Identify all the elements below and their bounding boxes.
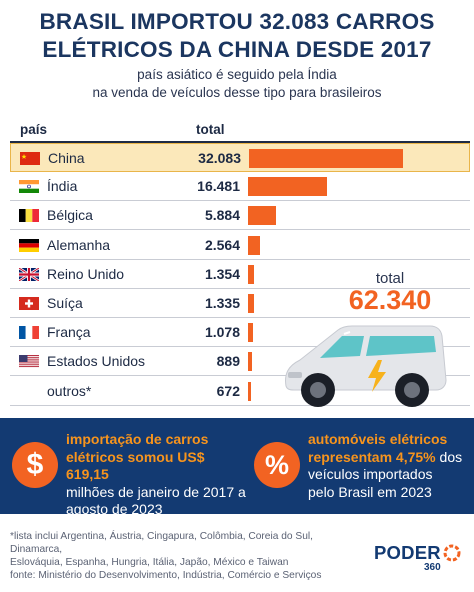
bar <box>248 381 252 401</box>
flag-ch-icon <box>19 297 39 310</box>
header-divider <box>10 141 470 143</box>
category-label: outros* <box>47 382 92 399</box>
total-value: 62.340 <box>348 285 432 315</box>
category-label: Bélgica <box>47 207 93 224</box>
category-label: Índia <box>47 178 78 195</box>
chart-row: Estados Unidos 889 <box>10 347 470 377</box>
footnote-line-1: *lista inclui Argentina, Áustria, Cingap… <box>10 531 313 555</box>
poder360-logo: PODER 360 <box>374 542 464 576</box>
footnote-line-2: Eslováquia, Espanha, Hungria, Itália, Ja… <box>10 557 289 568</box>
flag-fr-icon <box>19 326 39 340</box>
info-right-line-2-rest: dos <box>435 448 463 465</box>
bar <box>248 264 255 284</box>
bar <box>248 323 254 343</box>
title-line-1: BRASIL IMPORTOU 32.083 CARROS <box>39 9 435 34</box>
info-right-line-1: automóveis elétricos <box>308 431 448 447</box>
category-label: França <box>47 324 91 341</box>
info-left-line-4: agosto de 2023 <box>66 501 163 517</box>
total-label: total <box>375 270 405 287</box>
chart-row: outros* 672 <box>10 377 470 406</box>
value-label: 1.335 <box>204 295 240 311</box>
dollar-icon: $ <box>12 442 58 488</box>
logo-sub: 360 <box>424 562 441 573</box>
logo-name: PODER <box>374 542 441 563</box>
chart-row: Suíça 1.335 <box>10 289 470 318</box>
electric-car-icon <box>285 325 447 407</box>
info-right-line-4: pelo Brasil em 2023 <box>308 483 432 500</box>
chart-row: Índia 16.481 <box>10 172 470 202</box>
info-right-line-2: representam 4,75% dos <box>308 449 468 467</box>
info-left-line-3: milhões de janeiro de 2017 a <box>66 483 246 500</box>
value-label: 1.354 <box>204 265 240 282</box>
flag-cn-icon <box>20 152 40 165</box>
source-note: fonte: Ministério do Desenvolvimento, In… <box>10 570 322 581</box>
value-label: 16.481 <box>197 178 240 195</box>
info-left-line-1: importação de carros <box>66 431 209 447</box>
chart-row: França 1.078 <box>10 318 470 348</box>
value-label: 32.083 <box>198 150 241 166</box>
info-share: automóveis elétricos representam 4,75% d… <box>308 431 468 501</box>
column-header-total: total <box>196 122 225 137</box>
subtitle-line-2: na venda de veículos desse tipo para bra… <box>92 85 382 100</box>
value-label: 889 <box>216 353 240 370</box>
chart-row: China 32.083 <box>10 143 470 172</box>
flag-in-icon <box>19 180 39 194</box>
chart-row: Bélgica 5.884 <box>10 201 470 231</box>
flag-gb-icon <box>19 267 39 281</box>
value-label: 5.884 <box>204 207 240 224</box>
footnote: *lista inclui Argentina, Áustria, Cingap… <box>10 530 350 582</box>
flag-us-icon <box>19 355 39 369</box>
chart-row: Reino Unido 1.354 <box>10 260 470 289</box>
bar <box>248 352 253 372</box>
category-label: Suíça <box>47 295 83 311</box>
bar <box>249 149 403 168</box>
category-label: China <box>48 150 85 166</box>
category-label: Reino Unido <box>47 265 125 282</box>
title-line-2: ELÉTRICOS DA CHINA DESDE 2017 <box>42 37 432 62</box>
chart-row: Alemanha 2.564 <box>10 231 470 260</box>
logo-ring-icon <box>443 544 461 562</box>
value-label: 2.564 <box>204 236 240 253</box>
page-title: BRASIL IMPORTOU 32.083 CARROS ELÉTRICOS … <box>0 8 474 64</box>
bar <box>248 235 261 255</box>
info-right-line-3: veículos importados <box>308 466 433 482</box>
value-label: 1.078 <box>204 324 240 341</box>
flag-be-icon <box>19 209 39 223</box>
flag-de-icon <box>19 238 39 252</box>
info-panel: $ importação de carros elétricos somou U… <box>0 418 474 517</box>
bar <box>248 177 328 197</box>
bar <box>248 294 255 313</box>
category-label: Alemanha <box>47 236 111 253</box>
percent-icon: % <box>254 442 300 488</box>
subtitle-line-1: país asiático é seguido pela Índia <box>137 67 337 82</box>
page-subtitle: país asiático é seguido pela Índia na ve… <box>0 66 474 102</box>
category-label: Estados Unidos <box>47 353 146 370</box>
info-right-line-2-highlight: representam 4,75% <box>308 448 436 465</box>
value-label: 672 <box>216 382 240 399</box>
info-left-line-2: elétricos somou US$ 619,15 <box>66 448 205 483</box>
bar <box>248 206 277 226</box>
info-import-value: importação de carros elétricos somou US$… <box>66 431 246 519</box>
column-header-country: país <box>20 122 48 137</box>
